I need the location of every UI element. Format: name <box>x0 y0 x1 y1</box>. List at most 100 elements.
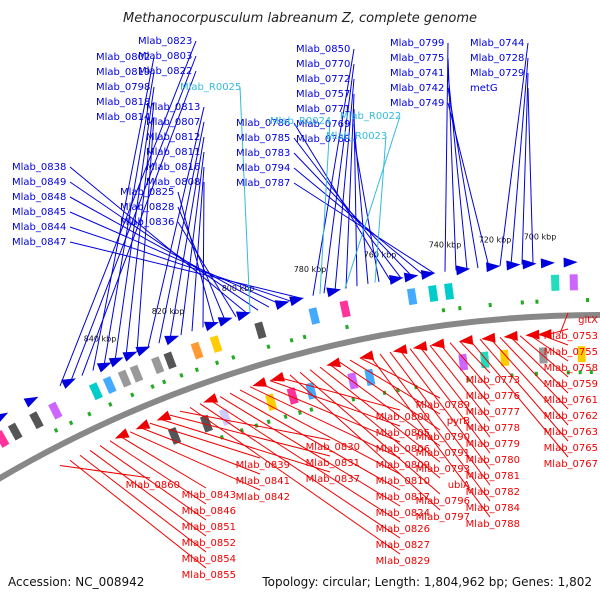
reverse-gene-label: Mlab_0806 <box>376 444 430 455</box>
kbp-label: 840 kbp <box>84 334 117 343</box>
forward-gene-arrow <box>289 296 304 307</box>
reverse-gene-arrow <box>203 393 219 403</box>
feature-block <box>308 307 321 325</box>
forward-gene-label: Mlab_0769 <box>296 119 350 130</box>
reverse-gene-label: Mlab_0831 <box>306 458 360 469</box>
reverse-gene-label: Mlab_0810 <box>376 476 430 487</box>
reverse-gene-arrow <box>392 344 408 355</box>
forward-gene-label: Mlab_0770 <box>296 59 350 70</box>
forward-gene-label: Mlab_0813 <box>146 102 200 113</box>
feature-tick <box>578 370 582 375</box>
rna-gene-label: Mlab_R0025 <box>180 82 241 93</box>
forward-gene-arrow <box>274 300 290 310</box>
label-connector-line <box>312 48 355 296</box>
feature-block <box>102 376 117 394</box>
label-connector-line <box>59 40 197 387</box>
label-connector-line <box>69 459 207 569</box>
feature-block <box>499 349 510 367</box>
feature-block <box>364 368 376 386</box>
reverse-gene-label: Mlab_0824 <box>376 508 430 519</box>
label-connector-line <box>329 364 441 447</box>
feature-block <box>286 387 299 405</box>
label-connector-line <box>114 86 155 362</box>
kbp-label: 720 kbp <box>479 235 512 244</box>
topology-text: Topology: circular; Length: 1,804,962 bp… <box>261 575 592 589</box>
reverse-gene-arrow <box>359 350 375 361</box>
label-connector-line <box>177 206 226 321</box>
feature-block <box>444 282 455 300</box>
forward-gene-label: Mlab_0845 <box>12 207 66 218</box>
feature-block <box>550 274 560 291</box>
forward-gene-arrow <box>0 412 9 424</box>
reverse-gene-arrow <box>525 329 540 340</box>
forward-gene-label: Mlab_0799 <box>390 38 444 49</box>
kbp-label: 780 kbp <box>294 265 327 274</box>
feature-tick <box>345 324 349 330</box>
feature-block <box>458 353 469 371</box>
label-connector-line <box>129 431 261 491</box>
label-connector-line <box>119 435 207 489</box>
reverse-gene-arrow <box>326 357 342 368</box>
reverse-gene-label: Mlab_0827 <box>376 540 430 551</box>
label-connector-line <box>69 226 292 302</box>
reverse-gene-label: Mlab_0753 <box>544 331 598 342</box>
feature-block <box>117 369 132 388</box>
feature-block <box>428 285 439 302</box>
label-connector-line <box>447 102 490 268</box>
label-connector-line <box>169 136 205 340</box>
forward-gene-label: Mlab_0775 <box>390 53 444 64</box>
forward-gene-label: Mlab_0814 <box>96 112 150 123</box>
forward-gene-arrow <box>506 260 521 271</box>
reverse-gene-label: Mlab_0805 <box>376 428 430 439</box>
label-connector-line <box>559 312 569 334</box>
reverse-gene-label: Mlab_0788 <box>466 519 520 530</box>
forward-gene-label: Mlab_0836 <box>120 217 174 228</box>
reverse-gene-label: Mlab_0797 <box>416 512 470 523</box>
label-connector-line <box>509 336 569 394</box>
forward-gene-arrow <box>540 258 555 269</box>
label-connector-line <box>429 345 491 422</box>
reverse-gene-label: Mlab_0767 <box>544 459 598 470</box>
forward-gene-label: Mlab_0729 <box>470 68 524 79</box>
reverse-gene-label: Mlab_0758 <box>544 363 598 374</box>
feature-tick <box>87 411 92 417</box>
reverse-gene-arrow <box>537 328 552 339</box>
reverse-gene-label: Mlab_0841 <box>236 476 290 487</box>
feature-tick <box>302 334 307 340</box>
kbp-label: 800 kbp <box>222 284 255 293</box>
label-connector-line <box>449 342 491 390</box>
forward-gene-label: Mlab_0741 <box>390 68 444 79</box>
label-connector-line <box>69 241 303 299</box>
reverse-gene-label: Mlab_0842 <box>236 492 290 503</box>
feature-block <box>406 288 418 306</box>
label-connector-line <box>389 351 491 486</box>
forward-gene-label: Mlab_0772 <box>296 74 350 85</box>
label-connector-line <box>239 86 251 313</box>
forward-gene-label: Mlab_0818 <box>96 97 150 108</box>
label-connector-line <box>299 371 441 495</box>
feature-block <box>339 300 351 318</box>
label-connector-line <box>149 422 261 459</box>
label-connector-line <box>499 336 569 410</box>
forward-gene-label: Mlab_0847 <box>12 237 66 248</box>
feature-block <box>48 401 63 420</box>
label-connector-line <box>177 221 237 317</box>
feature-tick <box>309 407 314 412</box>
reverse-gene-arrow <box>114 428 130 439</box>
reverse-gene-arrow <box>135 419 151 430</box>
feature-tick <box>297 410 302 415</box>
label-connector-line <box>59 464 151 479</box>
reverse-gene-label: Mlab_0860 <box>126 480 180 491</box>
label-connector-line <box>521 72 529 265</box>
label-connector-line <box>69 196 270 308</box>
forward-gene-label: Mlab_0787 <box>236 178 290 189</box>
label-connector-line <box>339 361 441 431</box>
forward-gene-arrow <box>23 396 39 408</box>
forward-gene-label: Mlab_0783 <box>236 148 290 159</box>
forward-gene-arrow <box>96 362 112 373</box>
map-title: Methanocorpusculum labreanum Z, complete… <box>123 11 477 26</box>
label-connector-line <box>89 449 207 537</box>
reverse-gene-label: Mlab_0779 <box>466 439 520 450</box>
feature-block <box>0 429 10 448</box>
label-connector-line <box>549 328 569 335</box>
